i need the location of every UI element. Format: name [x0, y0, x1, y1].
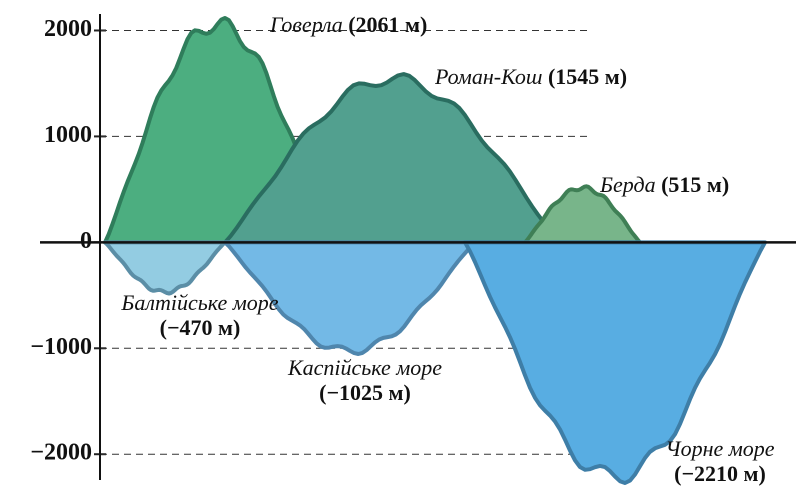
value-label: (−470 м) [160, 315, 241, 340]
value-label: (2061 м) [348, 12, 427, 37]
data-label: Берда (515 м) [600, 172, 790, 232]
label: Берда (515 м) [600, 172, 790, 197]
value-label: (−1025 м) [319, 380, 411, 405]
data-label: Каспійське море (−1025 м) [255, 355, 475, 415]
label-name: Берда [600, 172, 656, 197]
label-name: Говерла [270, 12, 343, 37]
data-label: Балтійське море (−470 м) [100, 290, 300, 350]
label: Роман-Кош (1545 м) [435, 64, 735, 89]
value-label: (−2210 м) [674, 461, 766, 486]
sea [105, 242, 225, 293]
y-tick-label: −1000 [30, 334, 92, 360]
data-label: Роман-Кош (1545 м) [435, 64, 735, 124]
value-label: (1545 м) [548, 64, 627, 89]
label: Балтійське море (−470 м) [100, 290, 300, 340]
label: Чорне море (−2210 м) [640, 436, 796, 486]
label: Каспійське море (−1025 м) [255, 355, 475, 405]
chart: 2000 1000 0 −1000 −2000 Говерла (2061 м) Роман… [0, 0, 796, 488]
y-tick-label: 1000 [44, 122, 92, 148]
label-name: Балтійське море [121, 290, 278, 315]
label: Говерла (2061 м) [270, 12, 530, 37]
value-label: (515 м) [661, 172, 729, 197]
label-name: Каспійське море [288, 355, 442, 380]
y-tick-label: 2000 [44, 16, 92, 42]
data-label: Говерла (2061 м) [270, 12, 530, 72]
label-name: Роман-Кош [435, 64, 542, 89]
data-label: Чорне море (−2210 м) [640, 436, 796, 488]
label-name: Чорне море [665, 436, 774, 461]
y-tick-label: 0 [80, 228, 92, 254]
y-tick-label: −2000 [30, 440, 92, 466]
